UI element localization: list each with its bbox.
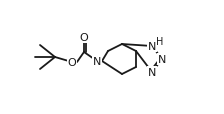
Text: N: N: [93, 57, 101, 66]
Text: H: H: [156, 37, 164, 47]
Text: O: O: [80, 33, 88, 43]
Text: O: O: [68, 57, 76, 67]
Text: N: N: [158, 54, 166, 64]
Text: N: N: [148, 67, 156, 77]
Text: N: N: [148, 42, 156, 52]
